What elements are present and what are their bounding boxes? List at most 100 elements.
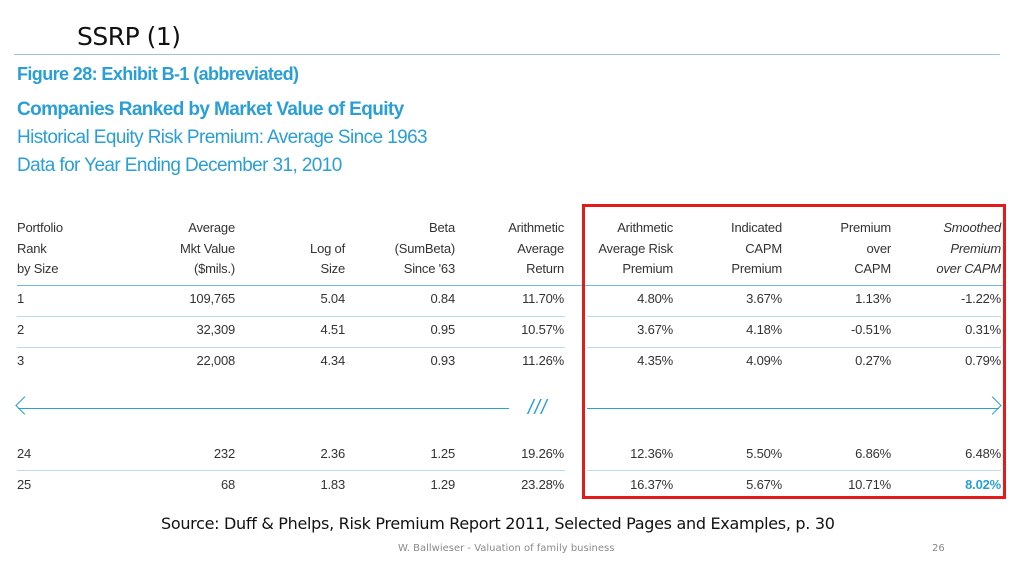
table-cell: 10.71%: [848, 477, 891, 492]
column-header: Arithmetic Average Return: [508, 218, 564, 280]
table-cell: 1.29: [430, 477, 455, 492]
gap-marker: ///: [528, 397, 548, 419]
table-cell: 0.31%: [965, 322, 1001, 337]
table-cell: 19.26%: [521, 446, 564, 461]
table-cell: 11.70%: [522, 291, 564, 306]
table-cell: 4.34: [320, 353, 345, 368]
table-cell: 4.51: [320, 322, 345, 337]
table-cell: 5.67%: [746, 477, 782, 492]
column-header-line: Rank: [17, 240, 47, 256]
column-header: Indicated CAPM Premium: [731, 218, 782, 280]
table-cell: 8.02%: [965, 477, 1001, 492]
column-header-line: Average: [188, 220, 235, 235]
table-cell: 4.35%: [637, 353, 673, 368]
column-header-line: Portfolio: [17, 220, 63, 235]
table-cell: 10.57%: [521, 322, 564, 337]
figure-label: Figure 28: Exhibit B-1 (abbreviated): [17, 64, 299, 84]
footer-page-number: 26: [932, 543, 945, 554]
column-header-line: by Size: [17, 261, 59, 276]
row-rank-2: 2: [17, 322, 25, 337]
column-header-line: (SumBeta): [394, 240, 456, 256]
table-cell: 16.37%: [630, 477, 673, 492]
table-cell: 109,765: [189, 291, 235, 306]
figure-heading: Companies Ranked by Market Value of Equi…: [17, 99, 404, 120]
column-header-line: Return: [526, 261, 564, 276]
row-divider: [587, 316, 1001, 317]
column-header-line: Premium: [840, 220, 891, 235]
table-cell: 32,309: [196, 322, 235, 337]
column-header: Arithmetic Average Risk Premium: [598, 218, 673, 280]
column-header-line: Premium: [731, 261, 782, 276]
slide-title: SSRP (1): [77, 22, 181, 51]
column-header-line: Mkt Value: [179, 240, 235, 256]
column-header-line: Arithmetic: [617, 220, 673, 235]
row-divider: [587, 347, 1001, 348]
chevron-left-icon: [15, 396, 34, 415]
row-divider: [17, 347, 565, 348]
table-cell: 2.36: [320, 446, 345, 461]
table-cell: 0.27%: [855, 353, 891, 368]
table-cell: 23.28%: [521, 477, 564, 492]
row-rank-1: 1: [17, 291, 25, 306]
table-cell: 3.67%: [637, 322, 673, 337]
column-header-line: Log of: [310, 240, 345, 256]
table-cell: 1.83: [320, 477, 345, 492]
table-cell: 0.95: [430, 322, 455, 337]
column-header: Beta (SumBeta) Since '63: [394, 218, 456, 280]
table-cell: -1.22%: [961, 291, 1001, 306]
column-header-line: Size: [320, 261, 346, 276]
column-header-line: ($mils.): [193, 261, 235, 276]
table-cell: 6.48%: [965, 446, 1001, 461]
column-header: Portfolio Rank by Size: [17, 218, 63, 280]
row-rank-3: 3: [17, 353, 25, 368]
column-header-line: over CAPM: [936, 261, 1001, 276]
column-header-line: Indicated: [731, 220, 782, 235]
column-header-line: Premium: [950, 240, 1001, 256]
column-header: Average Mkt Value ($mils.): [180, 218, 235, 280]
figure-subheading-1: Historical Equity Risk Premium: Average …: [17, 127, 428, 148]
column-header-line: [310, 218, 345, 239]
column-header-line: Arithmetic: [508, 220, 564, 235]
column-header-line: Premium: [622, 261, 673, 276]
column-header-line: Smoothed: [943, 220, 1001, 235]
table-cell: 1.25: [430, 446, 455, 461]
gap-arrow-right-line: [587, 408, 999, 409]
column-header-line: Average: [517, 240, 564, 256]
column-header-line: Average Risk: [598, 240, 673, 256]
title-divider: [14, 54, 1000, 55]
highlight-box: [582, 204, 1006, 499]
gap-arrow-left-line: [18, 408, 509, 409]
table-cell: 3.67%: [746, 291, 782, 306]
row-divider: [17, 470, 565, 471]
column-header-line: CAPM: [745, 240, 782, 256]
table-cell: 5.50%: [746, 446, 782, 461]
table-cell: 22,008: [196, 353, 235, 368]
table-cell: 0.93: [430, 353, 455, 368]
footer-author: W. Ballwieser - Valuation of family busi…: [398, 543, 615, 554]
table-cell: 6.86%: [855, 446, 891, 461]
row-rank-24: 24: [17, 446, 32, 461]
table-cell: 0.84: [430, 291, 455, 306]
table-cell: 1.13%: [855, 291, 891, 306]
table-cell: -0.51%: [851, 322, 891, 337]
row-divider: [587, 470, 1001, 471]
row-divider: [17, 316, 565, 317]
source-citation: Source: Duff & Phelps, Risk Premium Repo…: [161, 514, 835, 533]
row-rank-25: 25: [17, 477, 32, 492]
column-header-line: Since '63: [403, 261, 455, 276]
table-cell: 232: [213, 446, 235, 461]
table-cell: 68: [220, 477, 235, 492]
column-header-line: Beta: [429, 220, 455, 235]
table-cell: 4.09%: [746, 353, 782, 368]
column-header: Smoothed Premium over CAPM: [936, 218, 1001, 280]
column-header-line: over: [866, 240, 892, 256]
column-header-line: CAPM: [854, 261, 891, 276]
table-cell: 5.04: [320, 291, 345, 306]
table-cell: 12.36%: [630, 446, 673, 461]
column-header: Log of Size: [310, 218, 345, 280]
column-header: Premium over CAPM: [840, 218, 891, 280]
table-cell: 11.26%: [522, 353, 564, 368]
figure-subheading-2: Data for Year Ending December 31, 2010: [17, 155, 342, 176]
table-cell: 0.79%: [965, 353, 1001, 368]
table-cell: 4.80%: [637, 291, 673, 306]
